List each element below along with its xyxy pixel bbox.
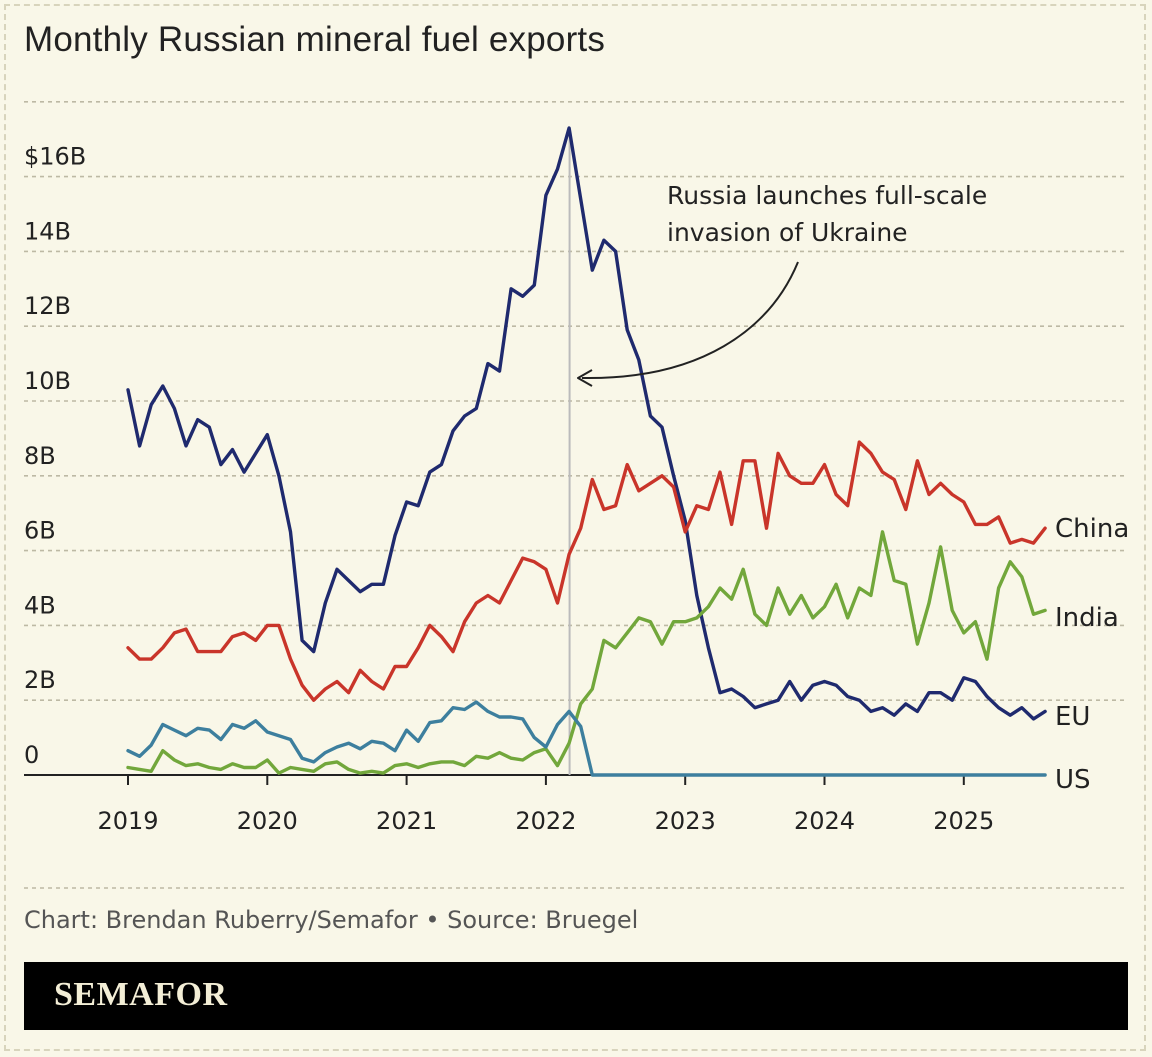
chart-frame xyxy=(4,4,1146,1051)
brand-logo: SEMAFOR xyxy=(54,976,228,1013)
y-tick-label: 6B xyxy=(24,517,56,545)
x-tick-label: 2020 xyxy=(237,807,298,835)
x-tick-label: 2019 xyxy=(97,807,158,835)
series-labels: EU China India US xyxy=(1055,514,1129,795)
x-axis-ticks: 2019 2020 2021 2022 2023 2024 2025 xyxy=(97,775,994,835)
annotation-text: Russia launches full-scale xyxy=(667,181,987,210)
y-tick-label: 10B xyxy=(24,367,71,395)
annotation-text: invasion of Ukraine xyxy=(667,218,908,247)
gridlines xyxy=(24,101,1128,889)
series-lines xyxy=(126,126,1047,777)
x-tick-label: 2025 xyxy=(933,807,994,835)
source-credit: Chart: Brendan Ruberry/Semafor • Source:… xyxy=(24,906,639,934)
series-label-india: India xyxy=(1055,603,1119,633)
y-tick-label: 2B xyxy=(24,666,56,694)
series-line-us xyxy=(126,700,1047,777)
y-axis-ticks: 0 2B 4B 6B 8B 10B 12B 14B $16B xyxy=(24,143,86,769)
annotation: Russia launches full-scale invasion of Uk… xyxy=(577,181,987,387)
x-tick-label: 2021 xyxy=(376,807,437,835)
y-tick-label: 14B xyxy=(24,217,71,245)
series-line-eu xyxy=(126,126,1047,721)
series-line-china xyxy=(126,440,1047,702)
x-tick-label: 2024 xyxy=(794,807,855,835)
series-line-india xyxy=(126,530,1047,775)
x-tick-label: 2022 xyxy=(515,807,576,835)
series-label-us: US xyxy=(1055,765,1091,795)
series-label-china: China xyxy=(1055,514,1129,544)
y-tick-label: 8B xyxy=(24,442,56,470)
footer-bar: SEMAFOR xyxy=(24,962,1128,1030)
y-tick-label: 0 xyxy=(24,741,39,769)
y-tick-label: 4B xyxy=(24,591,56,619)
x-tick-label: 2023 xyxy=(655,807,716,835)
series-label-eu: EU xyxy=(1055,702,1090,732)
annotation-arrow xyxy=(581,261,799,380)
y-tick-label: 12B xyxy=(24,292,71,320)
chart-title: Monthly Russian mineral fuel exports xyxy=(24,20,606,59)
arrow-head xyxy=(577,369,593,387)
y-tick-label: $16B xyxy=(24,143,86,171)
